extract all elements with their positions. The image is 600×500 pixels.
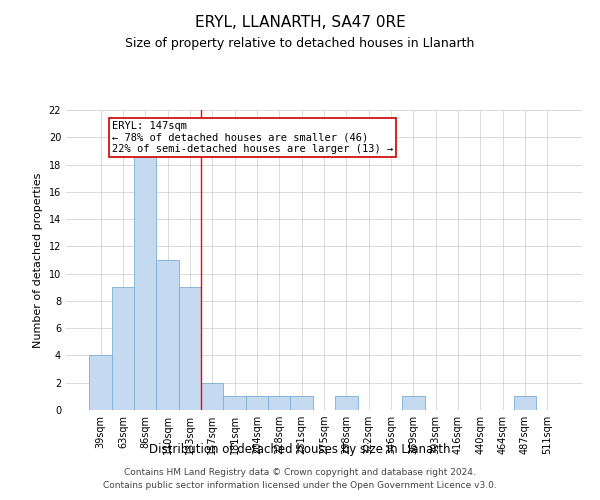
Text: ERYL, LLANARTH, SA47 0RE: ERYL, LLANARTH, SA47 0RE <box>194 15 406 30</box>
Text: Size of property relative to detached houses in Llanarth: Size of property relative to detached ho… <box>125 38 475 51</box>
Bar <box>201 382 223 410</box>
Bar <box>514 396 536 410</box>
Y-axis label: Number of detached properties: Number of detached properties <box>33 172 43 348</box>
Bar <box>179 288 201 410</box>
Bar <box>246 396 268 410</box>
Text: Contains HM Land Registry data © Crown copyright and database right 2024.: Contains HM Land Registry data © Crown c… <box>124 468 476 477</box>
Bar <box>157 260 179 410</box>
Bar <box>290 396 313 410</box>
Text: Distribution of detached houses by size in Llanarth: Distribution of detached houses by size … <box>149 444 451 456</box>
Bar <box>223 396 246 410</box>
Text: ERYL: 147sqm
← 78% of detached houses are smaller (46)
22% of semi-detached hous: ERYL: 147sqm ← 78% of detached houses ar… <box>112 121 393 154</box>
Bar <box>268 396 290 410</box>
Bar <box>89 356 112 410</box>
Bar <box>134 151 157 410</box>
Bar <box>112 288 134 410</box>
Bar <box>402 396 425 410</box>
Bar <box>335 396 358 410</box>
Text: Contains public sector information licensed under the Open Government Licence v3: Contains public sector information licen… <box>103 482 497 490</box>
